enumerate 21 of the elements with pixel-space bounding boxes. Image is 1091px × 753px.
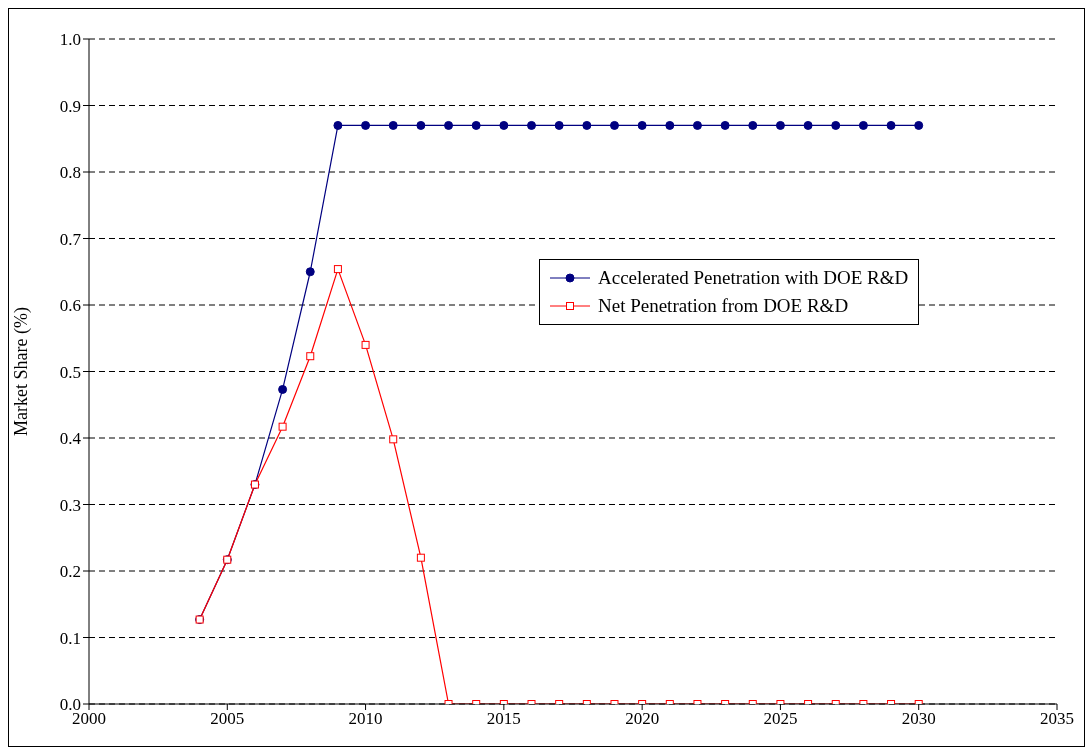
x-tick-label: 2010 [348,709,383,729]
y-tick-label: 0.5 [59,362,81,382]
y-tick-label: 0.2 [59,562,81,582]
legend-label: Net Penetration from DOE R&D [598,294,849,318]
x-tick-label: 2025 [763,709,798,729]
x-tick-label: 2005 [210,709,245,729]
y-tick-label: 0.1 [59,628,81,648]
y-tick-label: 0.7 [59,229,82,249]
x-tick-label: 2035 [1040,709,1074,729]
y-tick-label: 0.6 [59,296,81,316]
y-axis-title: Market Share (%) [11,307,33,436]
y-tick-label: 1.0 [59,30,81,50]
y-tick-label: 0.9 [59,96,81,116]
y-tick-label: 0.4 [59,429,82,449]
x-tick-label: 2020 [625,709,660,729]
x-tick-label: 2000 [72,709,106,729]
legend-label: Accelerated Penetration with DOE R&D [598,266,909,290]
y-tick-label: 0.3 [59,495,81,515]
x-tick-label: 2015 [486,709,521,729]
x-tick-label: 2030 [901,709,936,729]
y-tick-label: 0.8 [59,163,81,183]
